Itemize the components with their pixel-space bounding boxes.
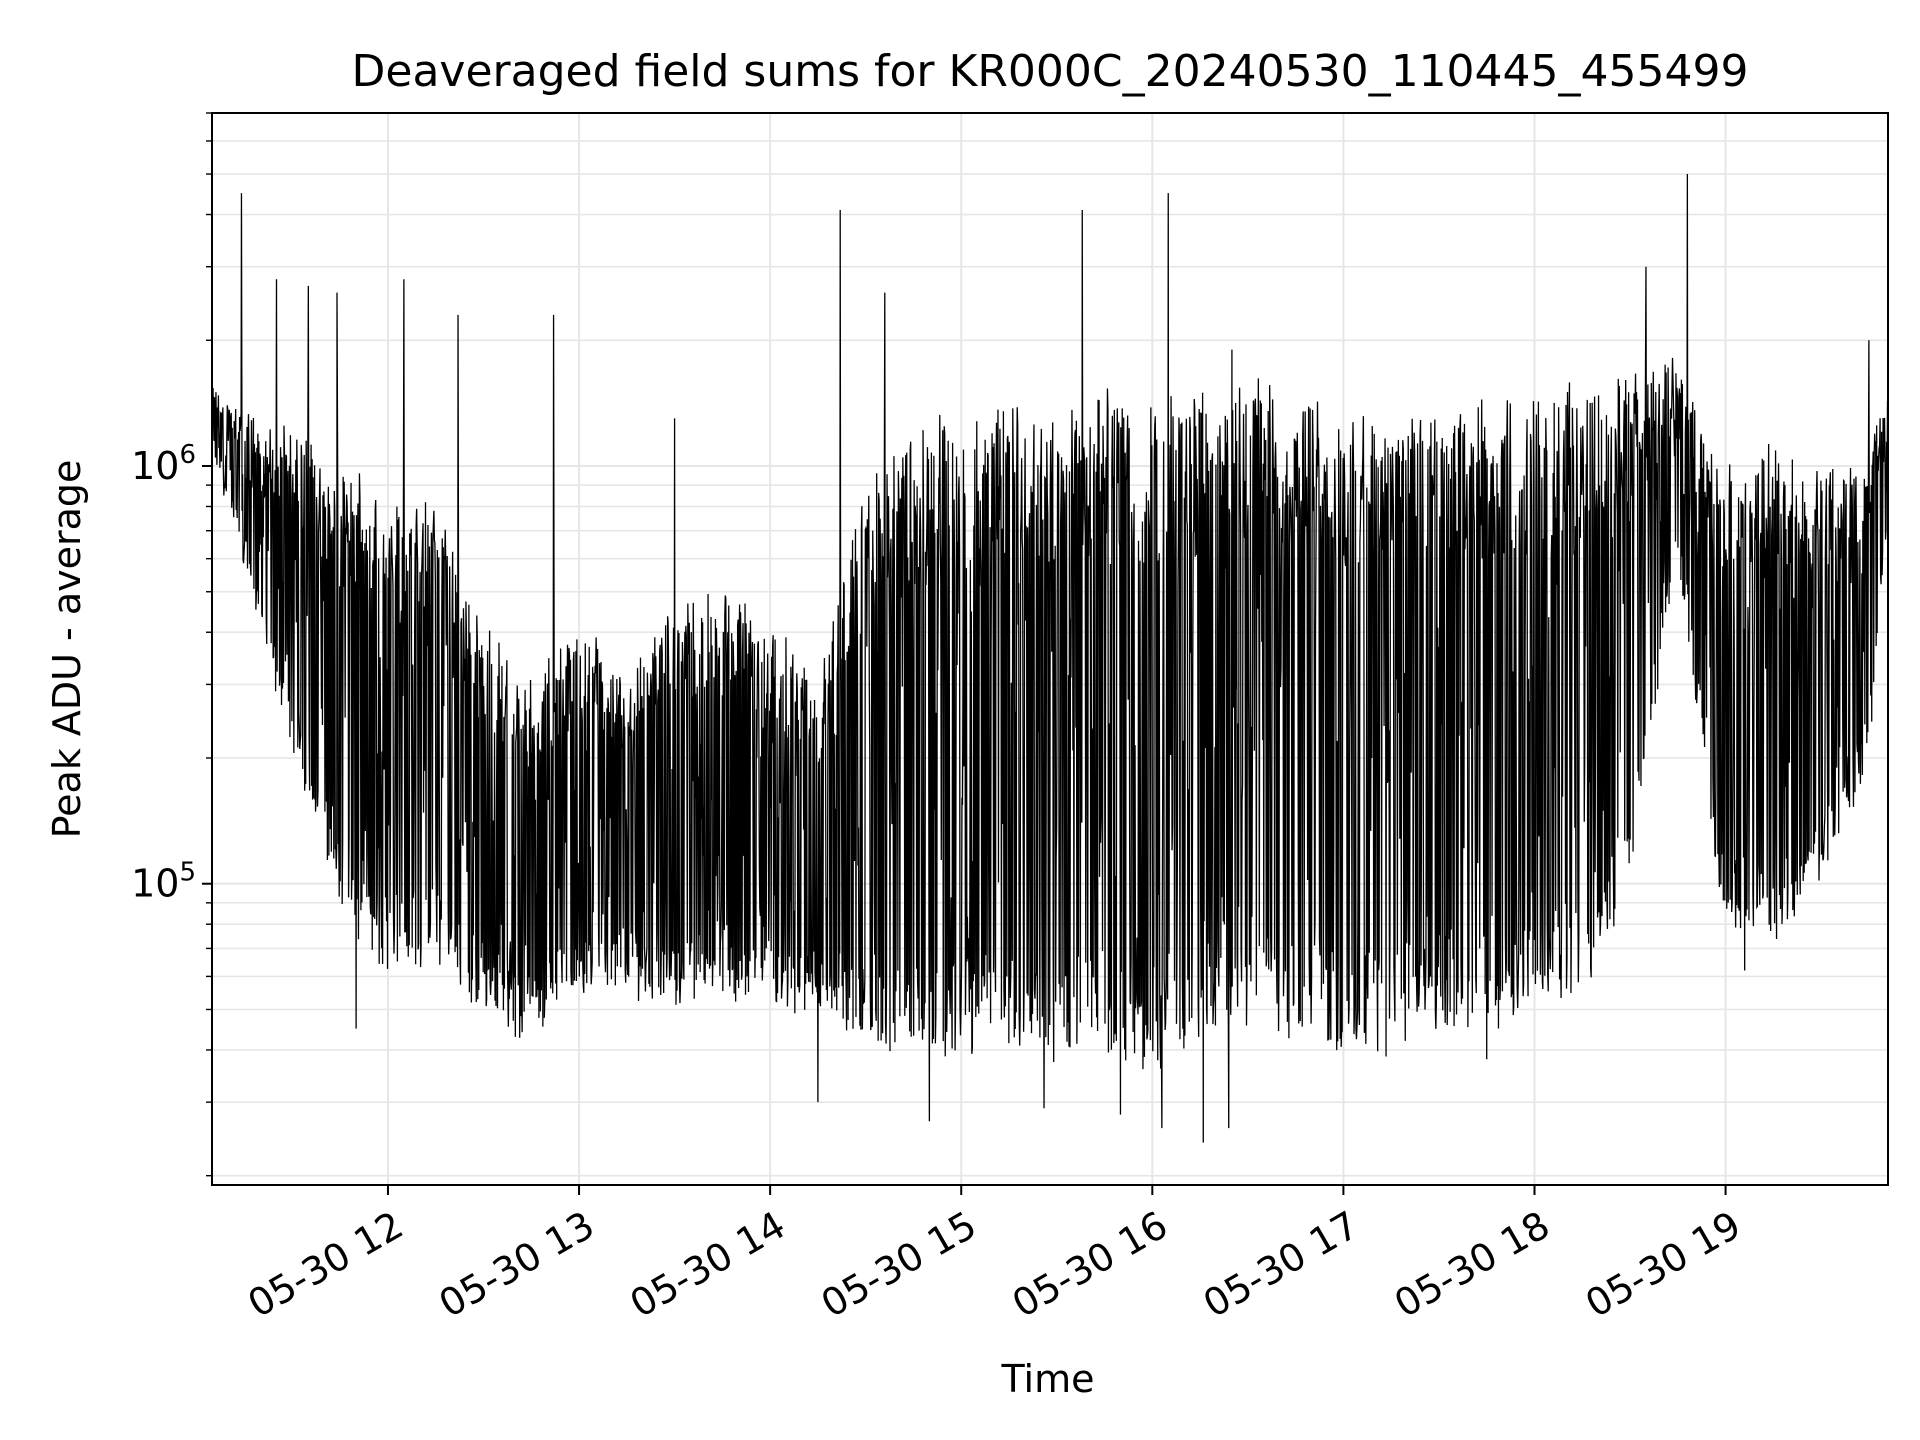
plot-area [212, 174, 1888, 1143]
axes-frame [211, 112, 1889, 1186]
series-line [212, 174, 1888, 1143]
y-tick-exponent: 5 [179, 858, 196, 888]
x-axis-label: Time [1001, 1357, 1095, 1401]
y-tick-exponent: 6 [179, 440, 196, 470]
y-tick-base: 10 [131, 862, 179, 906]
chart-title: Deaveraged field sums for KR000C_2024053… [352, 46, 1749, 97]
y-tick-label: 106 [131, 440, 196, 488]
y-tick-label: 105 [131, 858, 196, 906]
y-tick-base: 10 [131, 444, 179, 488]
y-axis-label: Peak ADU - average [45, 460, 89, 839]
series-layer [212, 174, 1888, 1143]
